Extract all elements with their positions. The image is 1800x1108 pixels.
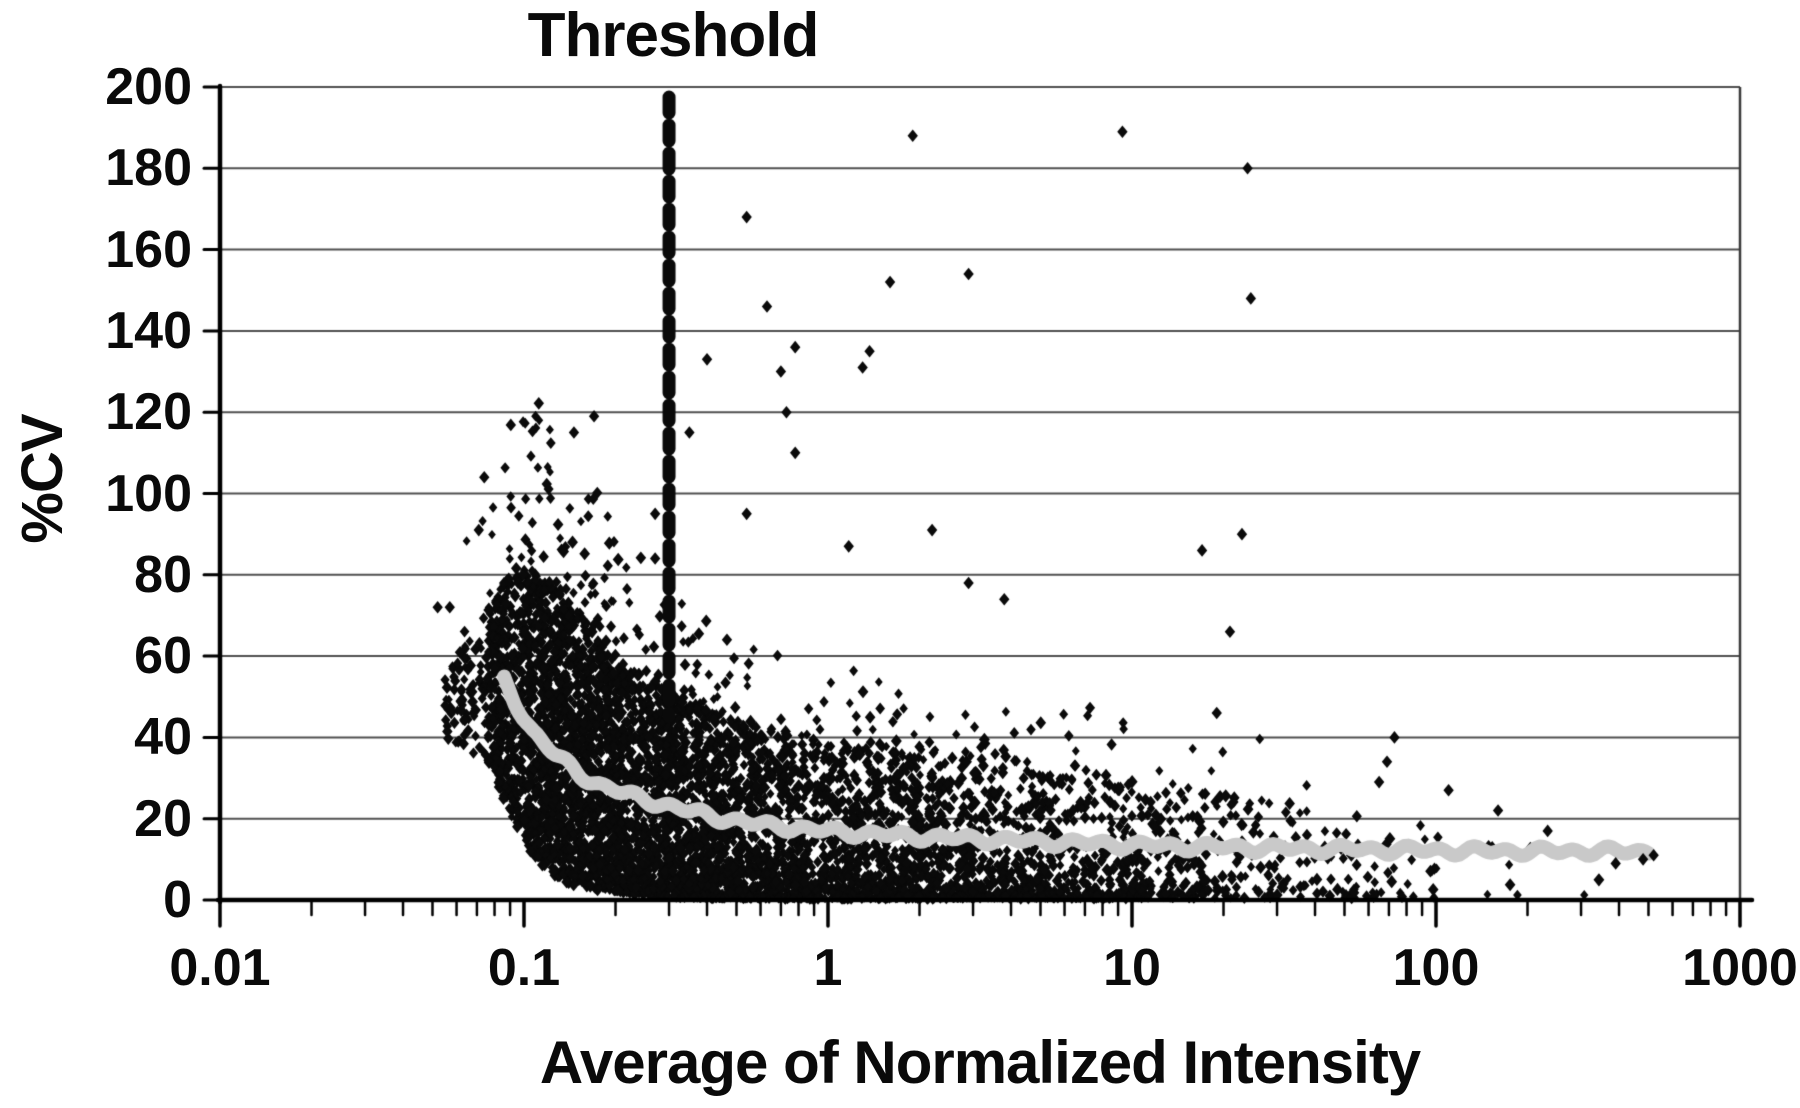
x-tick-label: 0.01 xyxy=(169,939,271,997)
threshold-annotation-label: Threshold xyxy=(527,1,820,70)
y-tick-label: 0 xyxy=(163,871,192,929)
y-tick-label: 60 xyxy=(134,627,192,686)
y-tick-label: 140 xyxy=(105,301,192,360)
y-tick-label: 20 xyxy=(134,789,192,848)
y-tick-label: 40 xyxy=(134,708,192,767)
x-tick-label: 1000 xyxy=(1682,939,1798,997)
x-tick-label: 10 xyxy=(1103,939,1161,997)
y-tick-label: 160 xyxy=(105,220,192,279)
x-tick-label: 0.1 xyxy=(487,939,561,997)
y-tick-label: 80 xyxy=(134,545,192,604)
y-tick-label: 200 xyxy=(105,58,192,116)
x-tick-label: 1 xyxy=(813,939,843,997)
y-tick-label: 100 xyxy=(105,464,192,523)
x-tick-label: 100 xyxy=(1392,939,1480,997)
y-tick-label: 180 xyxy=(105,139,192,198)
y-tick-label: 120 xyxy=(105,383,192,442)
x-axis-title: Average of Normalized Intensity xyxy=(539,1029,1421,1096)
